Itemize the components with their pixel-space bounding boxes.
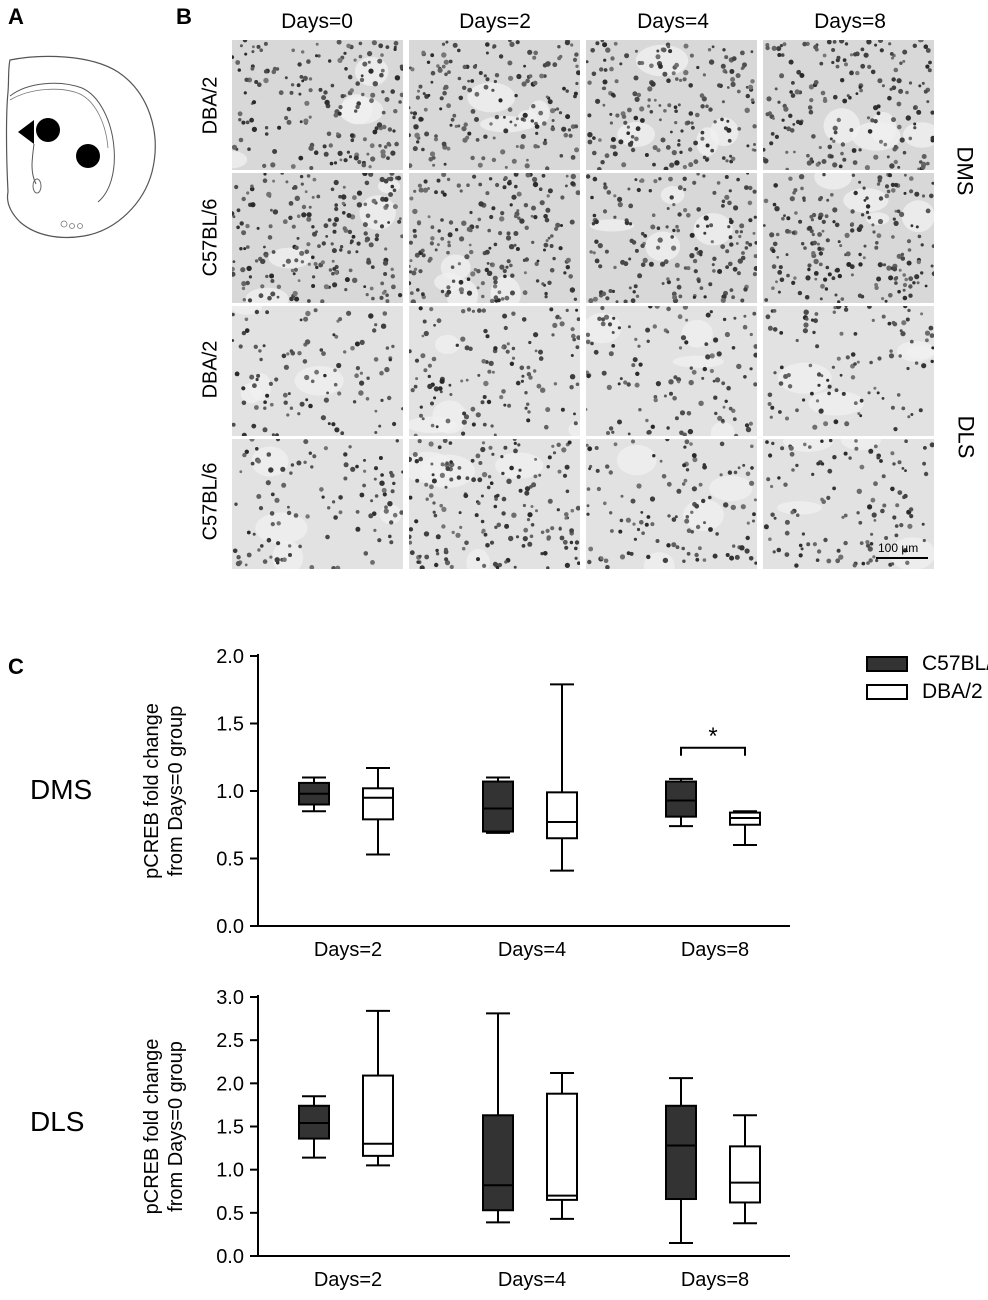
dms-y-axis-label-line-1: pCREB fold change <box>141 703 163 879</box>
panel-letter-a: A <box>8 4 24 29</box>
dls-box-dba2-days8 <box>729 1114 761 1225</box>
scale-bar <box>876 557 928 559</box>
dls-box-dba2-days2-iqr <box>362 1074 394 1157</box>
micrograph-r1-c3 <box>586 40 757 170</box>
dls-box-c57bl6-days2 <box>298 1095 330 1159</box>
column-label-days-4: Days=4 <box>637 10 709 33</box>
dls-y-tick-label-3: 1.5 <box>216 1117 244 1139</box>
dms-x-tick-label-1: Days=4 <box>498 939 566 961</box>
chart-region-dls: DLS <box>30 1106 85 1137</box>
row-label-c57bl6-dls: C57BL/6 <box>199 462 222 541</box>
legend-swatch-c57bl6 <box>866 656 908 672</box>
dls-box-dba2-days4-iqr <box>546 1092 578 1201</box>
dms-box-c57bl6-days8 <box>665 777 697 828</box>
column-label-days-2: Days=2 <box>459 10 531 33</box>
dms-box-dba2-days2 <box>362 767 394 856</box>
dls-y-tick-label-5: 2.5 <box>216 1030 244 1052</box>
dms-y-tick-label-3: 1.5 <box>216 714 244 736</box>
region-label-dls: DLS <box>953 415 979 459</box>
chart-dls-boxplot: 0.0 0.5 1.0 1.5 2.0 2.5 3.0 pCREB fold change fr… <box>141 987 790 1291</box>
panel-letter-c: C <box>8 654 24 679</box>
chart-region-dms: DMS <box>30 774 93 805</box>
dls-x-tick-label-2: Days=8 <box>681 1269 749 1291</box>
dls-box-c57bl6-days8 <box>665 1077 697 1245</box>
brain-section-schematic <box>5 55 156 239</box>
dls-y-tick-label-1: 0.5 <box>216 1203 244 1225</box>
legend-swatch-dba2 <box>866 684 908 700</box>
dms-box-c57bl6-days4-iqr <box>482 780 514 833</box>
dms-box-dba2-days4 <box>546 683 578 872</box>
dls-site-marker <box>76 144 100 168</box>
legend-item-dba2: DBA/2 <box>866 678 988 706</box>
legend-label-dba2: DBA/2 <box>922 680 983 703</box>
micrograph-r2-c1 <box>232 173 403 303</box>
row-label-c57bl6-dms: C57BL/6 <box>199 198 222 277</box>
dms-box-c57bl6-days8-iqr <box>665 780 697 818</box>
micrograph-r2-c4 <box>763 173 934 303</box>
legend-label-c57bl6: C57BL/6 <box>922 652 988 675</box>
dms-significance-star: * <box>708 723 717 750</box>
dls-y-tick-label-4: 2.0 <box>216 1073 244 1095</box>
micrograph-r1-c1 <box>232 40 403 170</box>
dms-y-tick-label-2: 1.0 <box>216 781 244 803</box>
dls-x-tick-label-0: Days=2 <box>314 1269 382 1291</box>
micrograph-r3-c1 <box>232 306 403 436</box>
dms-significance-bracket <box>680 746 746 756</box>
dls-box-c57bl6-days8-iqr <box>665 1104 697 1201</box>
legend-item-c57bl6: C57BL/6 <box>866 650 988 678</box>
dms-x-tick-label-0: Days=2 <box>314 939 382 961</box>
dms-box-dba2-days2-iqr <box>362 787 394 821</box>
micrograph-r4-c1 <box>232 439 403 569</box>
dms-x-tick-label-2: Days=8 <box>681 939 749 961</box>
column-label-days-0: Days=0 <box>281 10 353 33</box>
micrograph-r3-c4 <box>763 306 934 436</box>
dms-box-dba2-days4-iqr <box>546 791 578 840</box>
micrograph-r2-c2 <box>409 173 580 303</box>
legend: C57BL/6 DBA/2 <box>866 650 988 706</box>
micrograph-r1-c2 <box>409 40 580 170</box>
panel-letter-b: B <box>176 4 192 29</box>
row-label-dba2-dms: DBA/2 <box>199 76 222 135</box>
dls-y-tick-label-6: 3.0 <box>216 987 244 1009</box>
dms-box-c57bl6-days2 <box>298 776 330 813</box>
micrograph-r4-c3 <box>586 439 757 569</box>
dls-y-tick-label-0: 0.0 <box>216 1246 244 1268</box>
dls-box-c57bl6-days4 <box>482 1012 514 1224</box>
dls-y-axis-label-line-1: pCREB fold change <box>141 1039 163 1215</box>
dms-box-c57bl6-days4 <box>482 776 514 834</box>
column-label-days-8: Days=8 <box>814 10 886 33</box>
micrograph-r3-c2 <box>409 306 580 436</box>
dms-y-tick-label-4: 2.0 <box>216 646 244 668</box>
dms-y-tick-label-1: 0.5 <box>216 849 244 871</box>
micrograph-r4-c4 <box>763 439 934 569</box>
row-label-dba2-dls: DBA/2 <box>199 340 222 399</box>
dls-x-tick-label-1: Days=4 <box>498 1269 566 1291</box>
micrograph-r4-c2 <box>409 439 580 569</box>
scale-bar-label: 100 µm <box>878 541 919 555</box>
dls-box-dba2-days8-iqr <box>729 1145 761 1204</box>
micrograph-r3-c3 <box>586 306 757 436</box>
micrograph-grid <box>232 40 937 569</box>
micrograph-r1-c4 <box>763 40 934 170</box>
dms-box-dba2-days8 <box>729 810 761 846</box>
region-label-dms: DMS <box>952 146 978 196</box>
dls-y-axis-label-line-2: from Days=0 group <box>165 1041 187 1212</box>
chart-dms-boxplot: 0.0 0.5 1.0 1.5 2.0 pCREB fold change from Day… <box>141 646 790 961</box>
dls-box-dba2-days4 <box>546 1071 578 1220</box>
dls-box-dba2-days2 <box>362 1009 394 1167</box>
dms-site-marker <box>36 118 60 142</box>
micrograph-r2-c3 <box>586 173 757 303</box>
dls-box-c57bl6-days4-iqr <box>482 1114 514 1212</box>
dls-y-tick-label-2: 1.0 <box>216 1160 244 1182</box>
dms-y-tick-label-0: 0.0 <box>216 916 244 938</box>
dms-y-axis-label-line-2: from Days=0 group <box>165 706 187 877</box>
